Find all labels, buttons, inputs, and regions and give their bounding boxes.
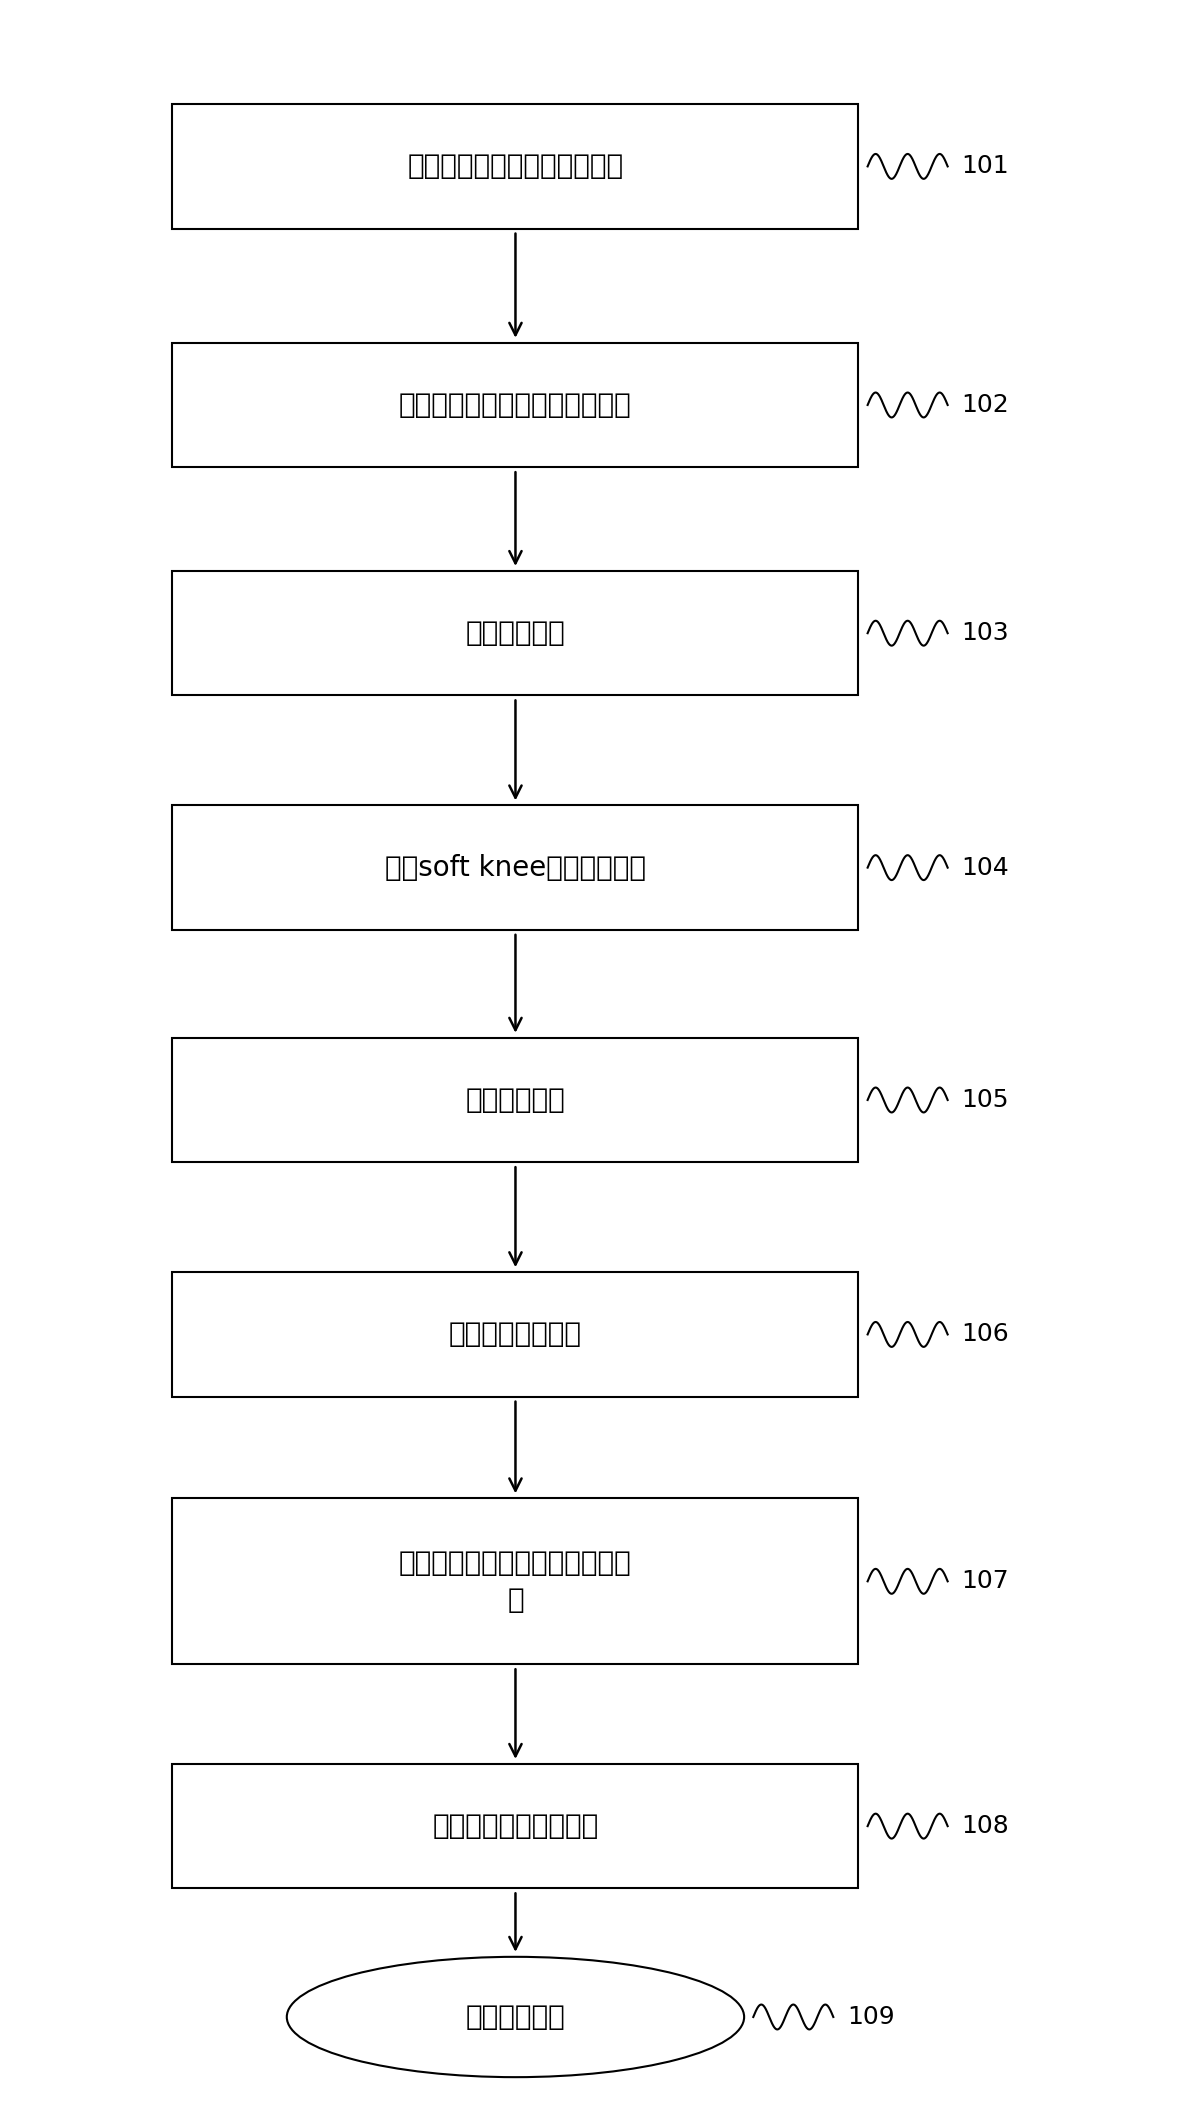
Ellipse shape bbox=[287, 1956, 744, 2077]
Text: 106: 106 bbox=[961, 1323, 1009, 1346]
Text: 102: 102 bbox=[961, 394, 1009, 417]
Text: 根据soft knee控制曲线取值: 根据soft knee控制曲线取值 bbox=[385, 853, 646, 881]
Text: 与本频段经过延迟的对应数据相
乘: 与本频段经过延迟的对应数据相 乘 bbox=[399, 1550, 632, 1613]
FancyBboxPatch shape bbox=[173, 343, 859, 468]
Text: 高低频段音频数据相加: 高低频段音频数据相加 bbox=[432, 1812, 599, 1840]
Text: 101: 101 bbox=[961, 155, 1009, 178]
Text: 105: 105 bbox=[961, 1088, 1009, 1111]
Text: 将音频数据分成高低两个频段: 将音频数据分成高低两个频段 bbox=[407, 152, 624, 180]
FancyBboxPatch shape bbox=[173, 804, 859, 929]
FancyBboxPatch shape bbox=[173, 1499, 859, 1664]
FancyBboxPatch shape bbox=[173, 1272, 859, 1397]
Text: 转换到线性域: 转换到线性域 bbox=[466, 1086, 566, 1114]
Text: 108: 108 bbox=[961, 1814, 1009, 1838]
FancyBboxPatch shape bbox=[173, 104, 859, 229]
Text: 进行低通平滑滤波: 进行低通平滑滤波 bbox=[449, 1321, 582, 1349]
FancyBboxPatch shape bbox=[173, 1763, 859, 1888]
Text: 107: 107 bbox=[961, 1569, 1009, 1594]
Text: 104: 104 bbox=[961, 855, 1009, 881]
Text: 音频数据输出: 音频数据输出 bbox=[466, 2003, 566, 2030]
Text: 转换到对数域: 转换到对数域 bbox=[466, 618, 566, 648]
FancyBboxPatch shape bbox=[173, 572, 859, 694]
Text: 109: 109 bbox=[847, 2005, 894, 2028]
Text: 分别计算高低频段数据的均方根: 分别计算高低频段数据的均方根 bbox=[399, 392, 632, 419]
Text: 103: 103 bbox=[961, 620, 1009, 646]
FancyBboxPatch shape bbox=[173, 1037, 859, 1162]
